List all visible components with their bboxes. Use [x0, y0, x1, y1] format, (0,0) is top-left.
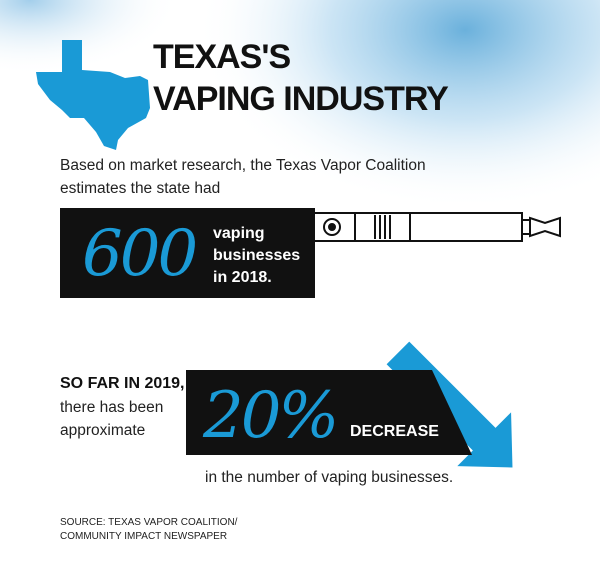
- stat-lead: SO FAR IN 2019,: [60, 375, 185, 392]
- stat-text: in 2018.: [213, 269, 272, 286]
- stat-tail: in the number of vaping businesses.: [205, 469, 453, 486]
- stat-number: 20%: [202, 379, 336, 453]
- stat-label: DECREASE: [350, 423, 439, 440]
- stat-number: 600: [82, 217, 196, 291]
- stat-text: businesses: [213, 247, 300, 264]
- source: COMMUNITY IMPACT NEWSPAPER: [60, 531, 227, 542]
- stat-lead: approximate: [60, 422, 145, 439]
- source: SOURCE: TEXAS VAPOR COALITION/: [60, 517, 238, 528]
- vape-pen: [311, 212, 561, 242]
- stat-box: [60, 208, 315, 298]
- texas-map: [36, 40, 150, 150]
- intro-line: estimates the state had: [60, 180, 220, 197]
- title-line: TEXAS'S: [153, 38, 290, 76]
- title-line: VAPING INDUSTRY: [153, 80, 449, 118]
- stat-box: [186, 370, 472, 455]
- stat-text: vaping: [213, 225, 265, 242]
- stat-lead: there has been: [60, 399, 163, 416]
- intro-line: Based on market research, the Texas Vapo…: [60, 157, 426, 174]
